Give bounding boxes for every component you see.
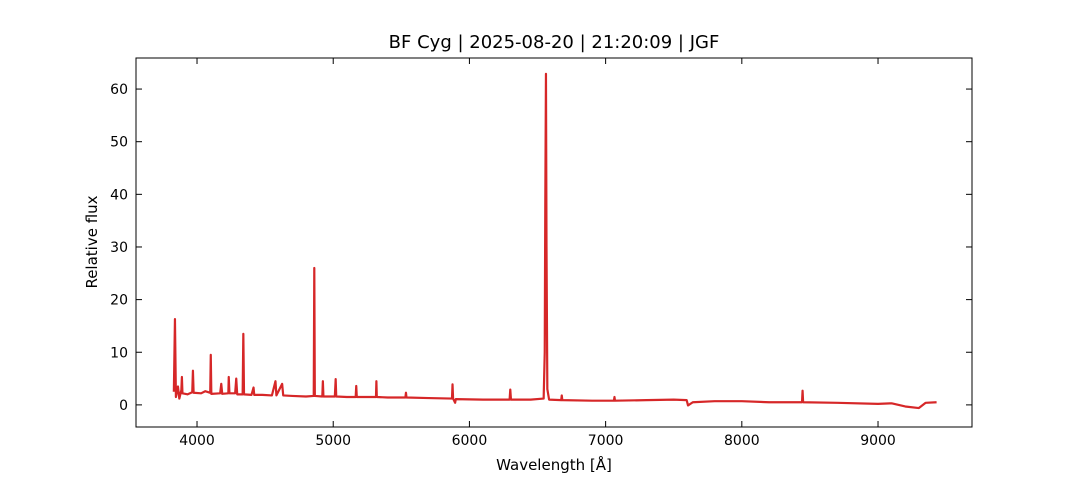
- y-axis-label: Relative flux: [83, 195, 101, 288]
- y-tick-label: 10: [110, 345, 128, 361]
- x-tick-label: 7000: [588, 433, 624, 449]
- chart-title: BF Cyg | 2025-08-20 | 21:20:09 | JGF: [389, 32, 720, 53]
- x-tick-label: 5000: [315, 433, 351, 449]
- x-tick-label: 8000: [724, 433, 760, 449]
- y-tick-label: 20: [110, 293, 128, 309]
- x-tick-label: 4000: [179, 433, 215, 449]
- x-tick-label: 6000: [452, 433, 488, 449]
- y-tick-label: 0: [119, 398, 128, 414]
- x-axis-label: Wavelength [Å]: [496, 455, 612, 474]
- y-tick-label: 50: [110, 135, 128, 151]
- y-tick-label: 40: [110, 187, 128, 203]
- plot-frame: [135, 57, 973, 428]
- spectrum-line: [172, 72, 937, 410]
- y-tick-label: 60: [110, 82, 128, 98]
- x-tick-label: 9000: [860, 433, 896, 449]
- y-tick-label: 30: [110, 240, 128, 256]
